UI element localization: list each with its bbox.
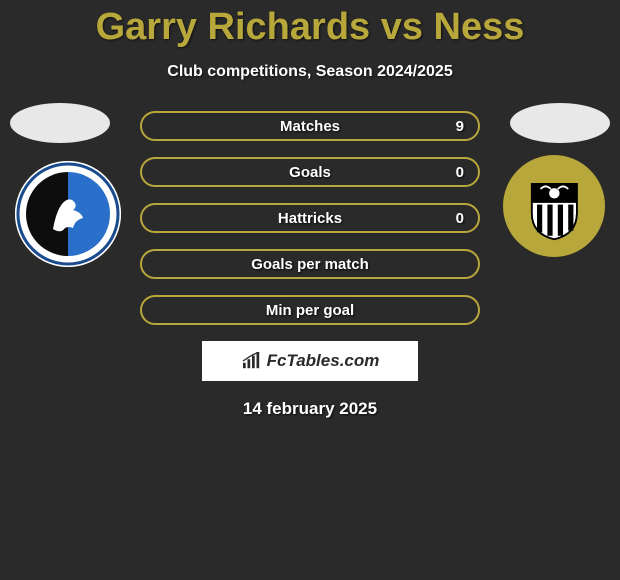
branding-text: FcTables.com: [267, 351, 380, 371]
stat-right-value: 9: [456, 118, 464, 135]
stat-right-value: 0: [456, 210, 464, 227]
comparison-container: Matches 9 Goals 0 Hattricks 0 Goals per …: [0, 111, 620, 419]
stat-label: Goals: [289, 164, 331, 181]
stat-row-hattricks: Hattricks 0: [140, 203, 480, 233]
club-badge-right: [503, 155, 605, 257]
player-photo-right: [510, 103, 610, 143]
branding-badge: FcTables.com: [202, 341, 418, 381]
stat-row-goals-per-match: Goals per match: [140, 249, 480, 279]
stats-list: Matches 9 Goals 0 Hattricks 0 Goals per …: [140, 111, 480, 325]
subtitle: Club competitions, Season 2024/2025: [0, 63, 620, 81]
bar-chart-icon: [241, 352, 263, 370]
player-photo-left: [10, 103, 110, 143]
club-badge-left: [15, 161, 121, 267]
stat-label: Min per goal: [266, 302, 354, 319]
stat-row-goals: Goals 0: [140, 157, 480, 187]
date-label: 14 february 2025: [0, 399, 620, 419]
stat-label: Goals per match: [251, 256, 369, 273]
stat-row-min-per-goal: Min per goal: [140, 295, 480, 325]
gillingham-crest-icon: [15, 161, 121, 267]
stat-right-value: 0: [456, 164, 464, 181]
page-title: Garry Richards vs Ness: [0, 0, 620, 49]
stat-label: Matches: [280, 118, 340, 135]
stat-label: Hattricks: [278, 210, 342, 227]
notts-county-crest-icon: [511, 163, 598, 250]
stat-row-matches: Matches 9: [140, 111, 480, 141]
